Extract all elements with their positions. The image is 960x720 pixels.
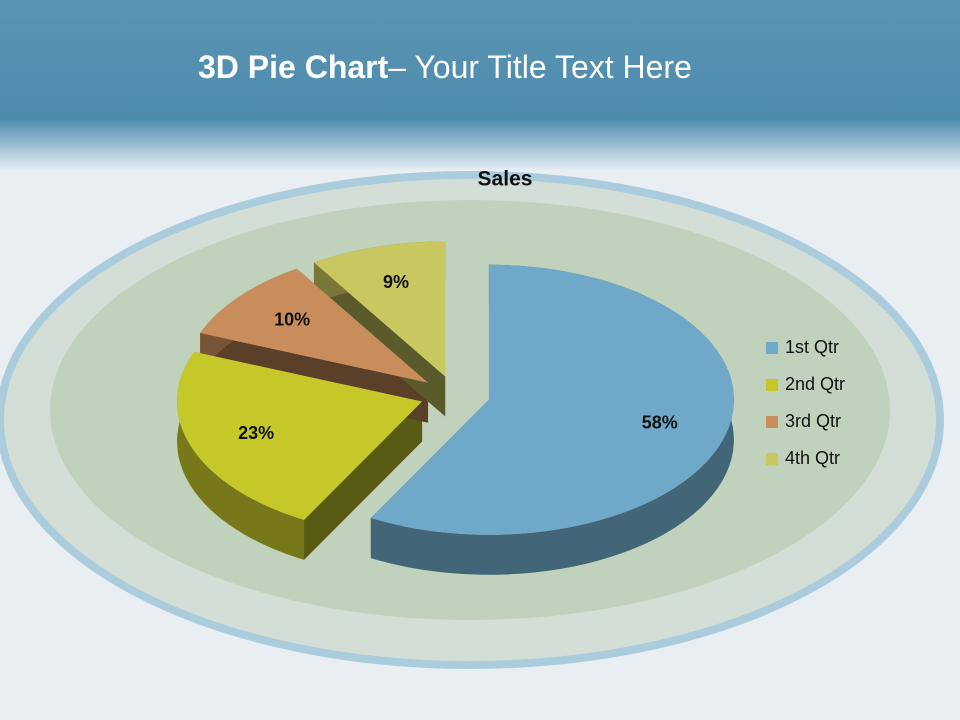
slice-top [370,264,734,535]
slide-title: 3D Pie Chart– Your Title Text Here [198,49,692,85]
legend-label: 2nd Qtr [785,374,845,394]
slice-side [370,264,734,575]
legend-swatch [766,453,778,465]
legend-swatch [766,379,778,391]
slice-top [200,268,429,383]
header-band [0,0,960,170]
data-label: 23% [238,423,274,443]
legend-swatch [766,342,778,354]
slide-title-bold: 3D Pie Chart [198,49,389,85]
legend: 1st Qtr 2nd Qtr 3rd Qtr 4th Qtr [766,337,845,468]
pie: 58% 23% 10% 9% [177,241,734,575]
slide-title-rest: – Your Title Text Here [388,49,692,85]
slice-top [313,241,446,377]
data-label: 58% [642,413,678,433]
legend-label: 4th Qtr [785,448,840,468]
data-label: 9% [383,272,409,292]
slice-wall [304,401,423,560]
chart-title: Sales [478,168,533,191]
legend-label: 3rd Qtr [785,411,841,431]
slice-side [177,351,305,560]
legend-swatch [766,416,778,428]
slice-top [177,351,423,520]
data-label: 10% [274,309,310,329]
legend-label: 1st Qtr [785,337,839,357]
